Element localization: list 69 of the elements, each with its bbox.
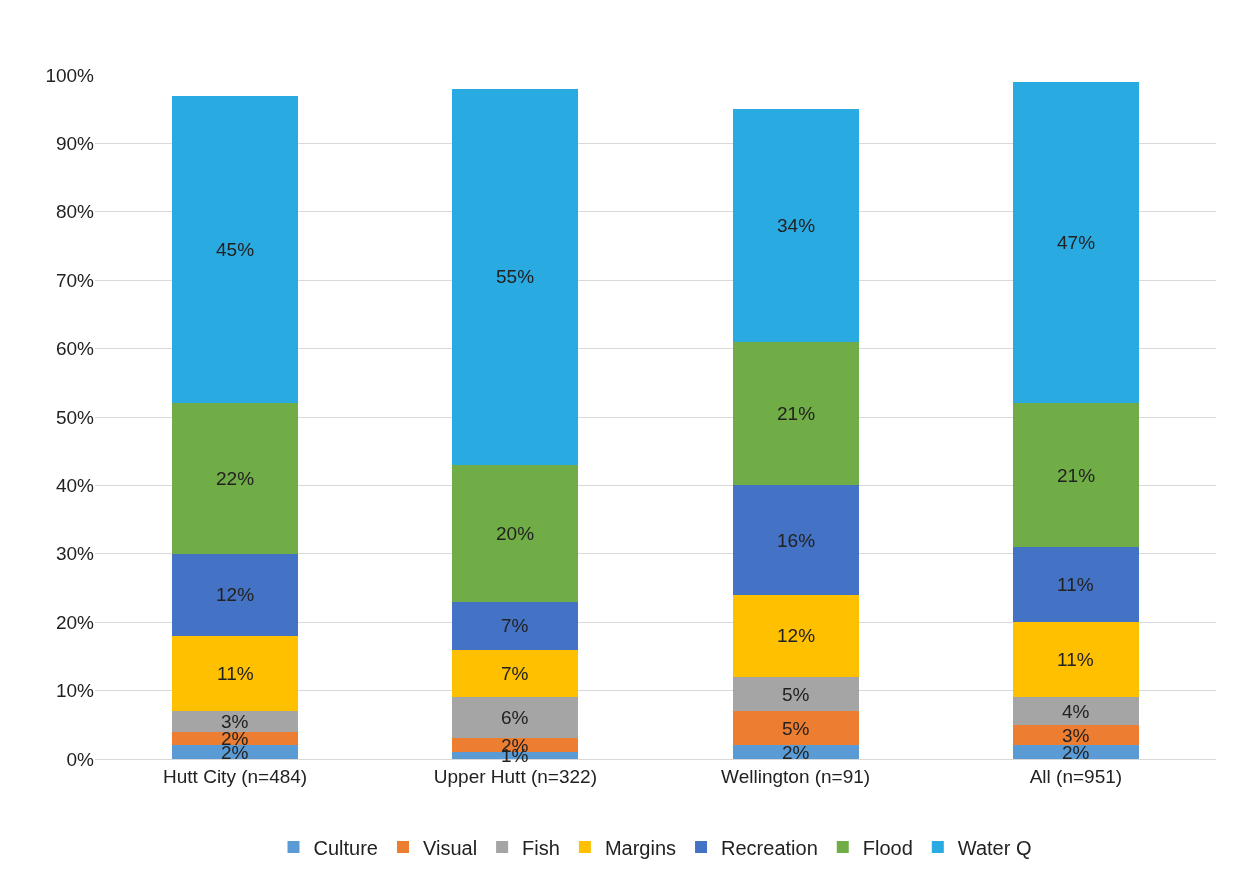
y-tick-label: 20% [55, 611, 95, 633]
legend-label: Culture [313, 836, 378, 859]
bar [1012, 745, 1139, 759]
bar [1012, 546, 1139, 623]
y-tick-label: 0% [66, 748, 95, 770]
data-label: 5% [782, 684, 810, 705]
y-tick-label: 40% [55, 475, 95, 497]
bar [452, 88, 579, 465]
y-tick-label: 90% [55, 133, 95, 155]
bar [732, 341, 859, 486]
data-label: 5% [782, 718, 810, 739]
bar [732, 676, 859, 712]
data-label: 2% [782, 742, 810, 763]
data-label: 7% [501, 663, 529, 684]
data-label: 11% [1057, 649, 1094, 670]
x-tick-label: All (n=951) [1029, 765, 1123, 787]
data-label: 45% [216, 239, 255, 260]
legend-label: Water Q [957, 836, 1032, 859]
bar [732, 594, 859, 677]
data-label: 3% [221, 711, 249, 732]
bar [172, 745, 299, 759]
x-tick-label: Wellington (n=91) [721, 765, 871, 787]
data-label: 16% [777, 530, 816, 551]
bar [172, 553, 299, 636]
data-label: 55% [496, 266, 535, 287]
y-tick-label: 80% [55, 201, 95, 223]
bar [732, 711, 859, 746]
bar [1012, 724, 1139, 746]
bar [172, 635, 299, 712]
data-label: 20% [496, 523, 535, 544]
data-label: 12% [777, 625, 816, 646]
data-label: 22% [216, 468, 255, 489]
y-tick-label: 100% [45, 64, 95, 86]
data-label: 7% [501, 615, 529, 636]
bar [172, 711, 299, 732]
data-label: 6% [501, 707, 529, 728]
y-tick-label: 10% [55, 680, 95, 702]
x-tick-label: Hutt City (n=484) [163, 765, 308, 787]
bar [1012, 697, 1139, 725]
data-label: 21% [777, 403, 816, 424]
legend-label: Recreation [721, 836, 818, 859]
x-tick-label: Upper Hutt (n=322) [433, 765, 597, 787]
data-label: 11% [1057, 574, 1094, 595]
y-tick-label: 50% [55, 406, 95, 428]
bar [732, 109, 859, 342]
bar [1012, 622, 1139, 698]
bar [452, 464, 579, 602]
data-label: 11% [217, 663, 254, 684]
bar [452, 601, 579, 650]
legend-label: Margins [604, 836, 677, 859]
data-label: 4% [1062, 701, 1090, 722]
legend-label: Flood [862, 836, 913, 859]
data-label: 47% [1057, 232, 1096, 253]
bar [732, 745, 859, 759]
bar [172, 95, 299, 404]
y-tick-label: 30% [55, 543, 95, 565]
data-label: 21% [1057, 465, 1096, 486]
bar [1012, 403, 1139, 547]
legend-label: Fish [522, 836, 560, 859]
y-tick-label: 60% [55, 338, 95, 360]
bar [1012, 81, 1139, 404]
bar [172, 403, 299, 554]
legend-label: Visual [422, 836, 478, 859]
bar [452, 697, 579, 739]
y-tick-label: 70% [55, 269, 95, 291]
data-label: 34% [777, 215, 816, 236]
bar [732, 485, 859, 595]
bar [452, 649, 579, 698]
data-label: 12% [216, 584, 255, 605]
